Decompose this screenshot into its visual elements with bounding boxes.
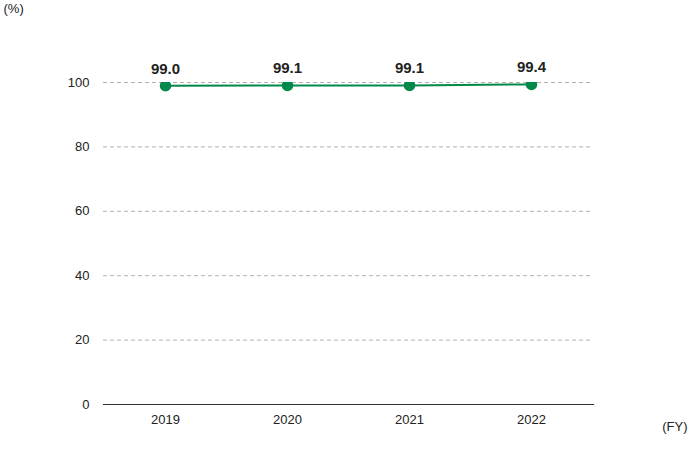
svg-text:(%): (%) xyxy=(4,1,24,16)
svg-text:(FY): (FY) xyxy=(662,419,687,434)
svg-text:0: 0 xyxy=(82,397,89,412)
svg-text:40: 40 xyxy=(75,268,89,283)
svg-text:100: 100 xyxy=(68,75,90,90)
svg-text:2020: 2020 xyxy=(273,412,302,427)
svg-text:99.0: 99.0 xyxy=(151,60,180,77)
svg-text:2019: 2019 xyxy=(151,412,180,427)
svg-text:60: 60 xyxy=(75,203,89,218)
svg-text:20: 20 xyxy=(75,332,89,347)
svg-text:80: 80 xyxy=(75,139,89,154)
svg-text:2021: 2021 xyxy=(395,412,424,427)
svg-text:99.1: 99.1 xyxy=(395,59,424,76)
svg-text:99.4: 99.4 xyxy=(517,58,547,75)
svg-text:2022: 2022 xyxy=(517,412,546,427)
svg-text:99.1: 99.1 xyxy=(273,59,302,76)
